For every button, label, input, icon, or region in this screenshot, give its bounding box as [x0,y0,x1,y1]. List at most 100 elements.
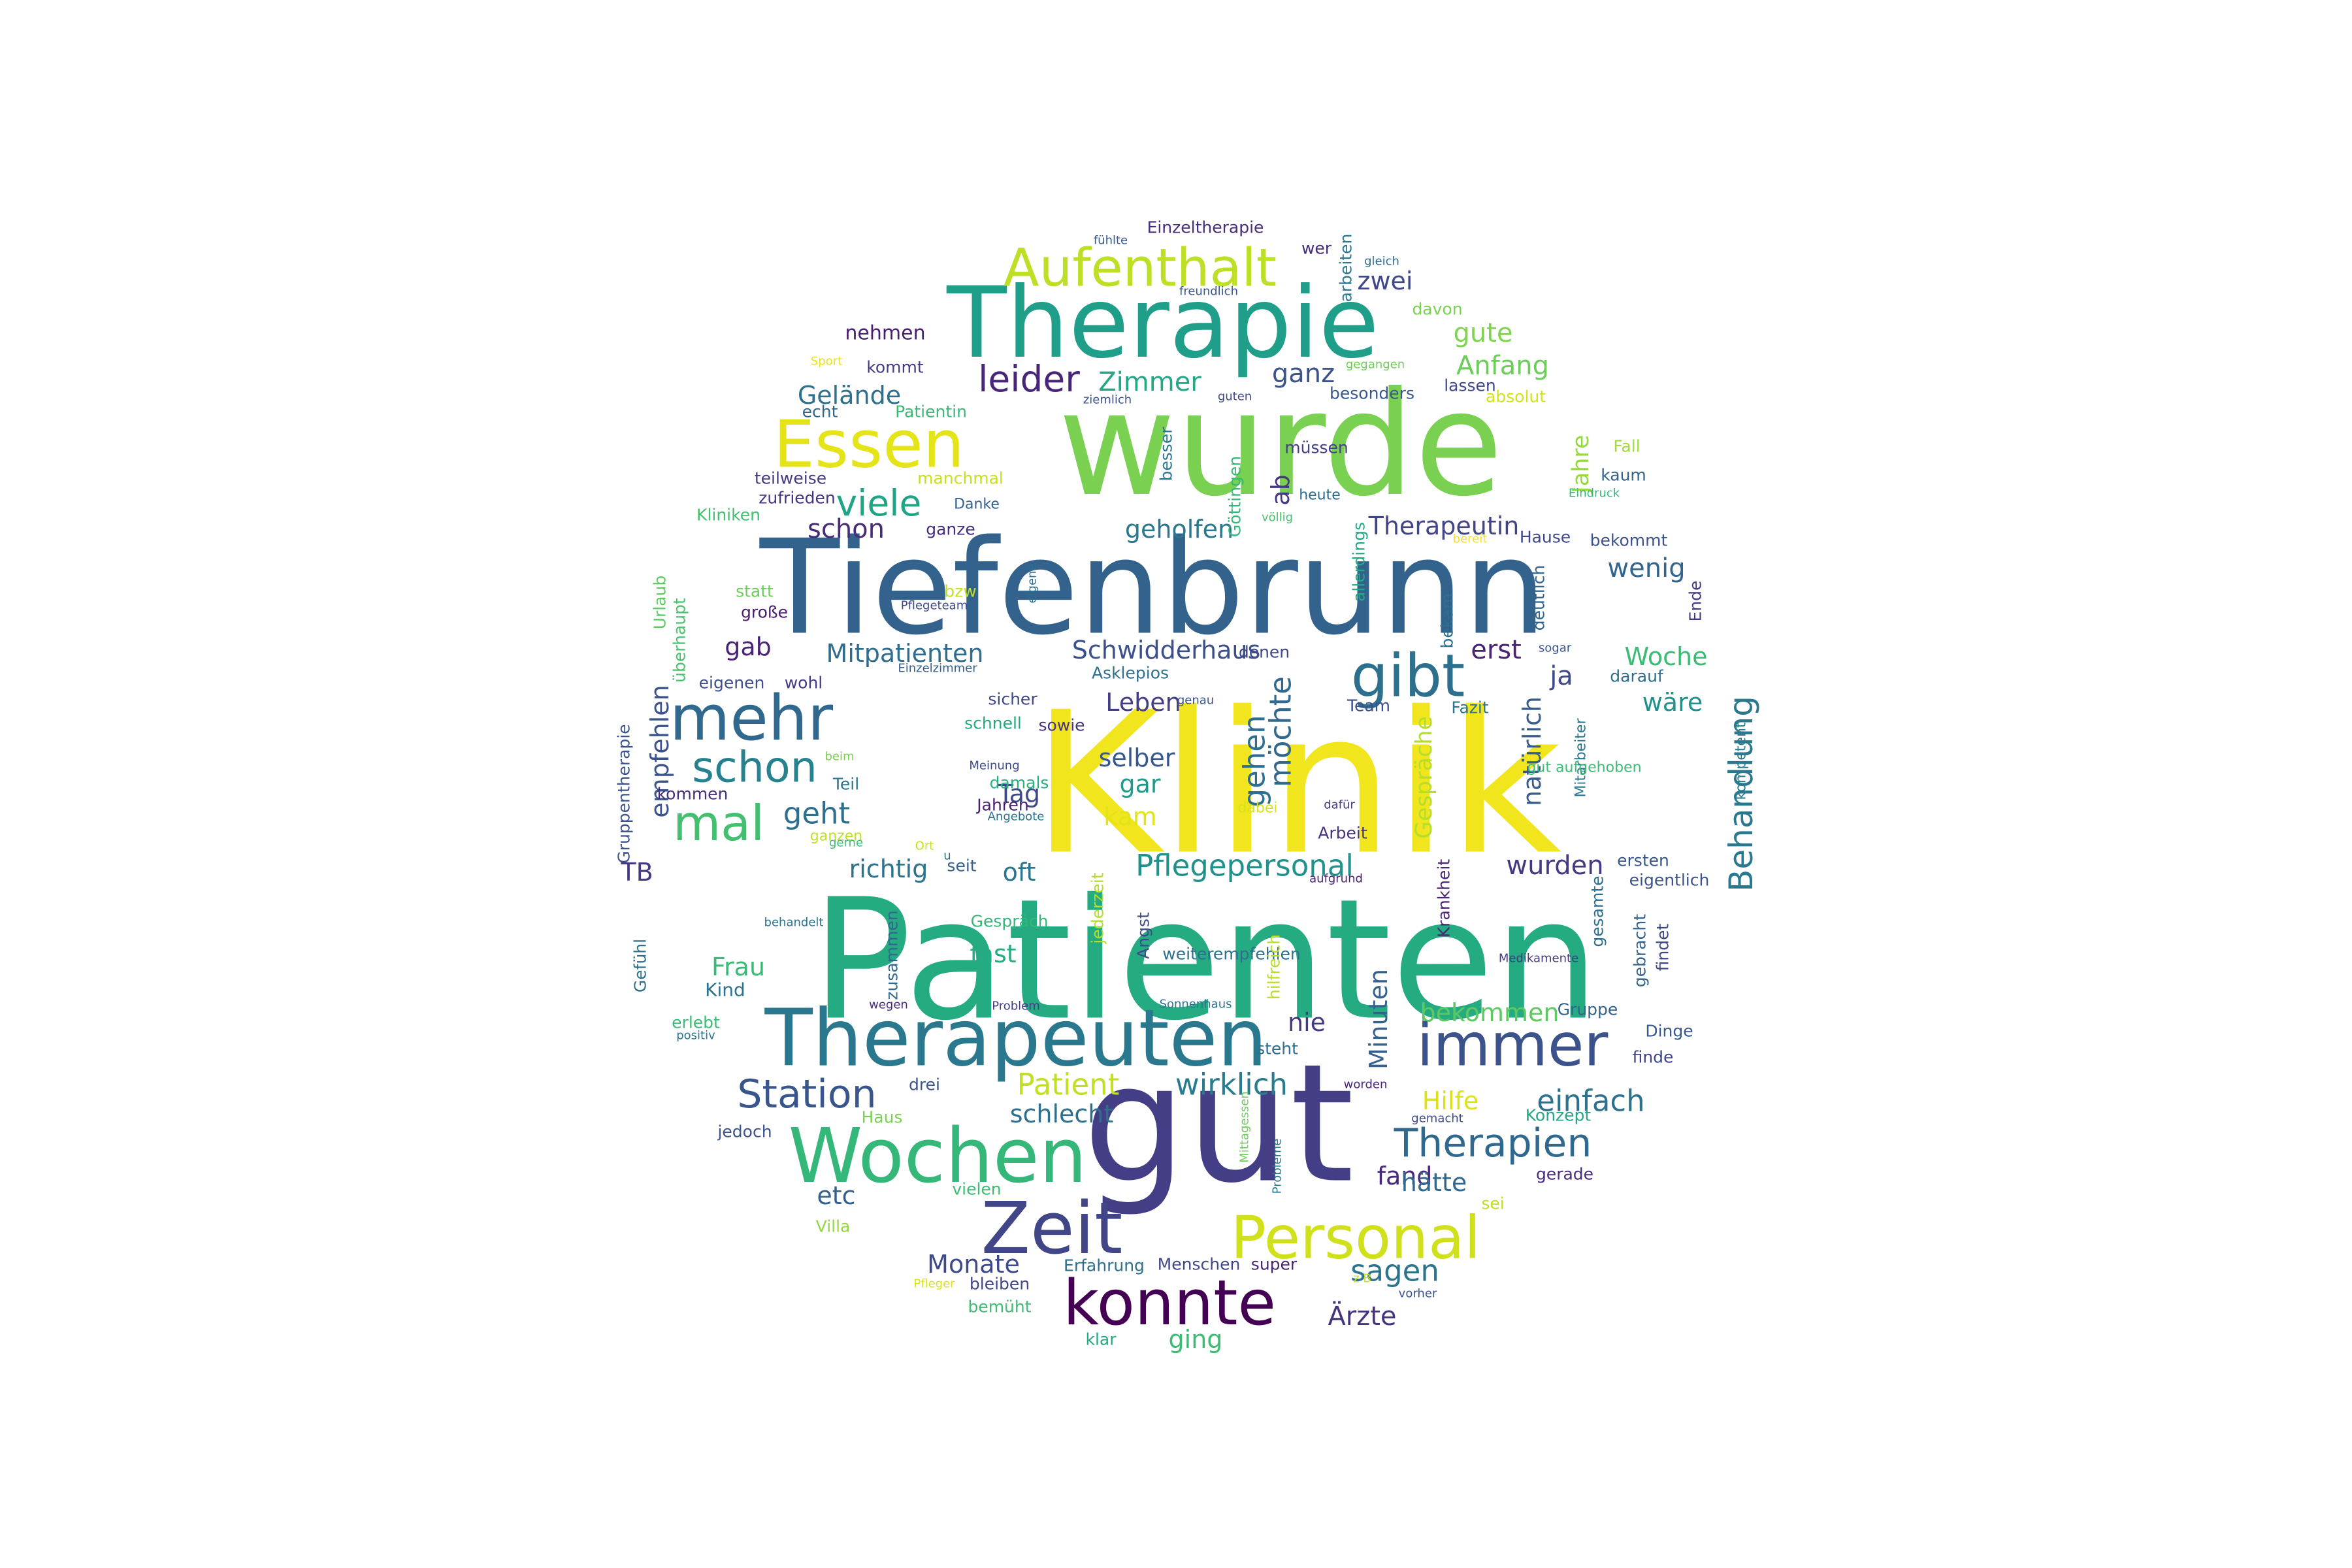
cloud-word: kompetent [1733,722,1750,800]
cloud-word: Ende [1686,581,1705,622]
cloud-word: allerdings [1350,522,1369,602]
cloud-word: mehr [670,683,834,755]
cloud-word: Erfahrung [1064,1256,1145,1275]
cloud-word: fand [1377,1162,1433,1190]
cloud-word: statt [736,582,774,601]
cloud-word: Villa [816,1217,851,1236]
cloud-word: Kliniken [696,506,760,525]
cloud-word: wegen [869,998,908,1012]
cloud-word: besser [1157,427,1176,482]
cloud-word: aufgrund [1309,872,1363,886]
cloud-word: Meinung [969,759,1019,773]
cloud-word: schon [808,514,885,544]
cloud-word: wurde [1058,361,1503,528]
cloud-word: gegangen [1346,358,1405,372]
cloud-word: heute [1299,487,1341,504]
cloud-word: Jahren [975,796,1029,815]
cloud-word: überhaupt [670,598,689,683]
cloud-word: Sport [811,355,842,368]
cloud-word: bemüht [968,1298,1031,1316]
cloud-word: natürlich [1518,696,1546,806]
cloud-word: dafür [1324,798,1355,812]
cloud-word: zufrieden [759,489,835,508]
cloud-word: empfehlen [645,685,674,817]
cloud-word: Minuten [1364,969,1393,1070]
cloud-word: gesamte [1588,875,1607,947]
cloud-word: oft [1003,858,1036,887]
cloud-word: erst [1471,635,1522,665]
cloud-word: worden [1344,1078,1388,1092]
cloud-word: Fall [1613,437,1640,456]
cloud-word: gut aufgehoben [1527,760,1641,776]
cloud-word: fühlte [1094,234,1128,248]
cloud-word: Mitarbeiter [1573,718,1590,798]
cloud-word: Therapie [946,267,1379,380]
cloud-word: Menschen [1158,1255,1241,1274]
cloud-word: etc [817,1181,855,1210]
cloud-word: dabei [1237,800,1277,817]
cloud-word: Zimmer [1098,367,1201,397]
cloud-word: Probleme [1271,1139,1284,1194]
cloud-word: kommen [657,785,728,804]
cloud-word: Leben [1105,688,1181,717]
cloud-word: sagen [1350,1254,1439,1288]
cloud-word: Göttingen [1226,456,1245,537]
cloud-word: gleich [1364,255,1399,269]
cloud-word: Asklepios [1092,664,1169,683]
cloud-word: z B [1353,1272,1371,1286]
cloud-word: guten [1218,390,1252,404]
cloud-word: freundlich [1179,285,1238,299]
cloud-word: Dinge [1645,1022,1693,1041]
cloud-word: gibt [1351,642,1465,711]
cloud-word: Patient [1017,1068,1120,1102]
cloud-word: Anfang [1456,351,1549,381]
cloud-word: Urlaub [651,576,670,630]
cloud-word: Problem [992,1000,1040,1013]
cloud-word: behandelt [764,916,824,930]
cloud-word: ab [1266,474,1295,505]
cloud-word: wurden [1506,851,1603,881]
cloud-word: teilweise [755,469,826,488]
cloud-word: geholfen [1125,515,1233,544]
cloud-word: seit [947,857,976,875]
cloud-word: jedoch [717,1122,772,1141]
cloud-word: wäre [1642,688,1703,717]
cloud-word: bekommen [1420,998,1560,1027]
cloud-word: geht [783,796,850,831]
cloud-word: gar [1119,770,1160,798]
cloud-word: kam [1103,802,1157,831]
cloud-word: nie [1288,1008,1326,1037]
cloud-word: Jahre [1568,434,1594,494]
cloud-word: echt [802,402,838,421]
cloud-word: Tiefenbrunn [759,512,1546,664]
cloud-word: beim [825,750,854,764]
cloud-word: hätte [1401,1168,1467,1197]
cloud-word: Kind [705,979,745,1001]
cloud-word: Station [737,1071,876,1117]
cloud-word: deutlich [1529,565,1548,630]
cloud-word: schlecht [1010,1100,1114,1128]
cloud-word: gebracht [1631,914,1650,987]
cloud-word: gute [1453,318,1512,348]
cloud-word: Ärzte [1328,1300,1396,1331]
cloud-word: Behandlung [1722,696,1760,892]
cloud-word: viele [836,482,922,524]
cloud-word: Pflegepersonal [1135,849,1354,883]
cloud-word: fast [970,939,1016,968]
cloud-word: Mitpatienten [826,639,984,668]
cloud-word: schon [692,743,817,792]
cloud-word: müssen [1284,438,1348,457]
cloud-word: gerade [1536,1165,1593,1184]
cloud-word: wohl [785,674,823,693]
cloud-word: TB [620,858,653,887]
cloud-word: einfach [1537,1084,1644,1119]
cloud-word: Therapeuten [764,994,1267,1085]
cloud-word: manchmal [917,469,1004,488]
cloud-word: bereit [1453,532,1488,546]
cloud-word: Ort [915,840,934,853]
cloud-word: möchte [1264,676,1298,787]
cloud-word: eigentlich [1629,871,1710,890]
cloud-word: Medikamente [1499,952,1578,966]
cloud-word: völlig [1262,511,1293,525]
